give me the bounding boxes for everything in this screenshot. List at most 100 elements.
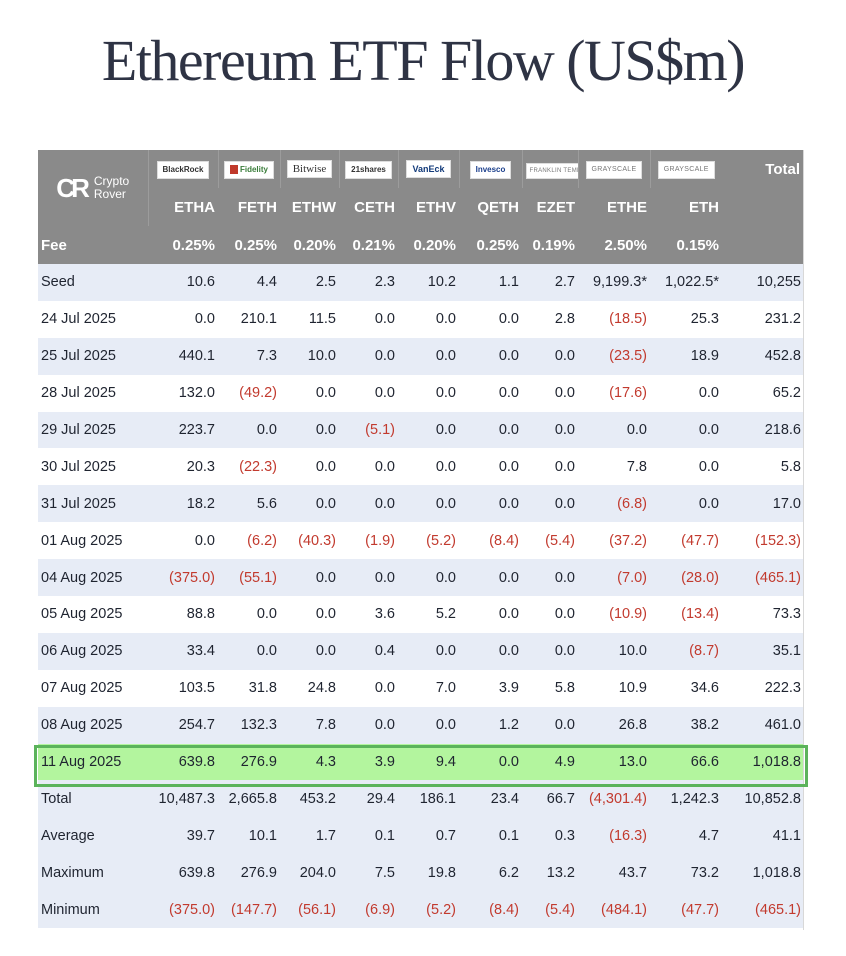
flow-value-cell: 13.0	[578, 743, 650, 781]
flow-value-cell: 20.3	[148, 448, 218, 486]
table-row: 01 Aug 2025 0.0 (6.2) (40.3) (1.9) (5.2) (8.4)…	[38, 522, 804, 560]
table-row: 04 Aug 2025 (375.0) (55.1) 0.0 0.0 0.0 0.0 0.0(…	[38, 559, 804, 597]
flow-value-cell: 10.9	[578, 669, 650, 707]
flow-value-cell: 453.2	[280, 780, 339, 818]
table-row: 06 Aug 2025 33.4 0.0 0.0 0.4 0.0 0.0 0.0 10.0 (8.…	[38, 632, 804, 670]
table-row: 28 Jul 2025 132.0 (49.2) 0.0 0.0 0.0 0.0 0.0 (17…	[38, 374, 804, 412]
flow-value-cell: 10.0	[578, 632, 650, 670]
flow-value-cell: 73.2	[650, 854, 722, 892]
flow-value-cell: 7.8	[280, 706, 339, 744]
flow-value-cell: 0.0	[522, 411, 578, 449]
flow-value-cell: 5.6	[218, 485, 280, 523]
flow-value-cell: 0.0	[148, 522, 218, 560]
flow-value-cell: 2.7	[522, 264, 578, 301]
row-label: 24 Jul 2025	[38, 300, 148, 338]
row-label: Maximum	[38, 854, 148, 892]
row-label: 30 Jul 2025	[38, 448, 148, 486]
flow-value-cell: 218.6	[722, 411, 804, 449]
fee-ethv: 0.20%	[398, 226, 459, 264]
flow-value-cell: (47.7)	[650, 522, 722, 560]
flow-value-cell: 0.0	[522, 337, 578, 375]
table-row: 24 Jul 2025 0.0 210.1 11.5 0.0 0.0 0.0 2.8 (18.5…	[38, 300, 804, 338]
flow-value-cell: 33.4	[148, 632, 218, 670]
flow-value-cell: 1.7	[280, 817, 339, 855]
grayscale-logo-eth: GRAYSCALE	[657, 161, 715, 179]
flow-value-cell: 0.0	[218, 596, 280, 633]
brand-name-line2: Rover	[93, 187, 126, 201]
flow-value-cell: 34.6	[650, 669, 722, 707]
row-label: 29 Jul 2025	[38, 411, 148, 449]
flow-value-cell: 1,018.8	[722, 743, 804, 781]
flow-value-cell: (465.1)	[722, 559, 804, 597]
flow-value-cell: (8.4)	[459, 522, 522, 560]
row-label: Seed	[38, 264, 148, 301]
ticker-row: ETHA FETH ETHW CETH ETHV QETH EZET ETHE …	[38, 188, 804, 226]
table-row: Seed 10.6 4.4 2.5 2.3 10.2 1.1 2.7 9,199.3* 1,022…	[38, 264, 804, 301]
flow-value-cell: 9.4	[398, 743, 459, 781]
flow-value-cell: 0.0	[522, 485, 578, 523]
flow-value-cell: 10.6	[148, 264, 218, 301]
crypto-rover-icon: CR	[56, 172, 90, 203]
flow-value-cell: 0.0	[459, 485, 522, 523]
flow-value-cell: 0.0	[398, 632, 459, 670]
21shares-logo: 21shares	[345, 160, 392, 179]
flow-value-cell: (5.1)	[339, 411, 398, 449]
row-label: Minimum	[38, 891, 148, 929]
flow-value-cell: 103.5	[148, 669, 218, 707]
row-label: 04 Aug 2025	[38, 559, 148, 597]
fee-ezet: 0.19%	[522, 226, 578, 264]
flow-value-cell: (8.7)	[650, 632, 722, 670]
flow-value-cell: 66.7	[522, 780, 578, 818]
flow-value-cell: 0.0	[218, 411, 280, 449]
flow-value-cell: 10.2	[398, 264, 459, 301]
flow-value-cell: (10.9)	[578, 596, 650, 633]
fee-qeth: 0.25%	[459, 226, 522, 264]
flow-value-cell: (375.0)	[148, 891, 218, 929]
row-label: 05 Aug 2025	[38, 596, 148, 633]
table-row: Average 39.7 10.1 1.7 0.1 0.7 0.1 0.3 (16.3) 4.7 4…	[38, 817, 804, 855]
flow-value-cell: 1,018.8	[722, 854, 804, 892]
flow-value-cell: 0.0	[578, 411, 650, 449]
flow-value-cell: 0.0	[280, 374, 339, 412]
flow-value-cell: 0.0	[459, 596, 522, 633]
flow-value-cell: 66.6	[650, 743, 722, 781]
flow-value-cell: (28.0)	[650, 559, 722, 597]
row-label: 01 Aug 2025	[38, 522, 148, 560]
table-row: 30 Jul 2025 20.3 (22.3) 0.0 0.0 0.0 0.0 0.0 7.8 0…	[38, 448, 804, 486]
flow-value-cell: 2.3	[339, 264, 398, 301]
invesco-logo: Invesco	[469, 160, 512, 179]
flow-value-cell: 0.0	[459, 337, 522, 375]
flow-value-cell: 39.7	[148, 817, 218, 855]
flow-value-cell: 19.8	[398, 854, 459, 892]
flow-value-cell: 0.0	[459, 743, 522, 781]
fee-ethw: 0.20%	[280, 226, 339, 264]
ticker-eth: ETH	[650, 188, 722, 226]
flow-value-cell: (4,301.4)	[578, 780, 650, 818]
flow-value-cell: 0.0	[398, 706, 459, 744]
flow-value-cell: 1,022.5*	[650, 264, 722, 301]
flow-value-cell: 204.0	[280, 854, 339, 892]
flow-value-cell: 5.8	[722, 448, 804, 486]
flow-value-cell: 0.0	[459, 300, 522, 338]
flow-value-cell: 7.3	[218, 337, 280, 375]
flow-value-cell: 0.0	[280, 632, 339, 670]
flow-value-cell: 5.8	[522, 669, 578, 707]
table-row: 25 Jul 2025 440.1 7.3 10.0 0.0 0.0 0.0 0.0 (23.5…	[38, 337, 804, 375]
flow-value-cell: 25.3	[650, 300, 722, 338]
row-label: 25 Jul 2025	[38, 337, 148, 375]
flow-value-cell: 0.0	[280, 448, 339, 486]
flow-value-cell: 41.1	[722, 817, 804, 855]
flow-value-cell: 43.7	[578, 854, 650, 892]
flow-value-cell: 5.2	[398, 596, 459, 633]
row-label: 28 Jul 2025	[38, 374, 148, 412]
flow-value-cell: (7.0)	[578, 559, 650, 597]
flow-value-cell: 0.0	[398, 559, 459, 597]
flow-value-cell: 0.0	[459, 411, 522, 449]
flow-value-cell: 276.9	[218, 743, 280, 781]
row-label: 06 Aug 2025	[38, 632, 148, 670]
flow-value-cell: 0.0	[398, 300, 459, 338]
flow-value-cell: (47.7)	[650, 891, 722, 929]
flow-value-cell: 0.0	[148, 300, 218, 338]
flow-value-cell: 639.8	[148, 743, 218, 781]
flow-value-cell: 6.2	[459, 854, 522, 892]
